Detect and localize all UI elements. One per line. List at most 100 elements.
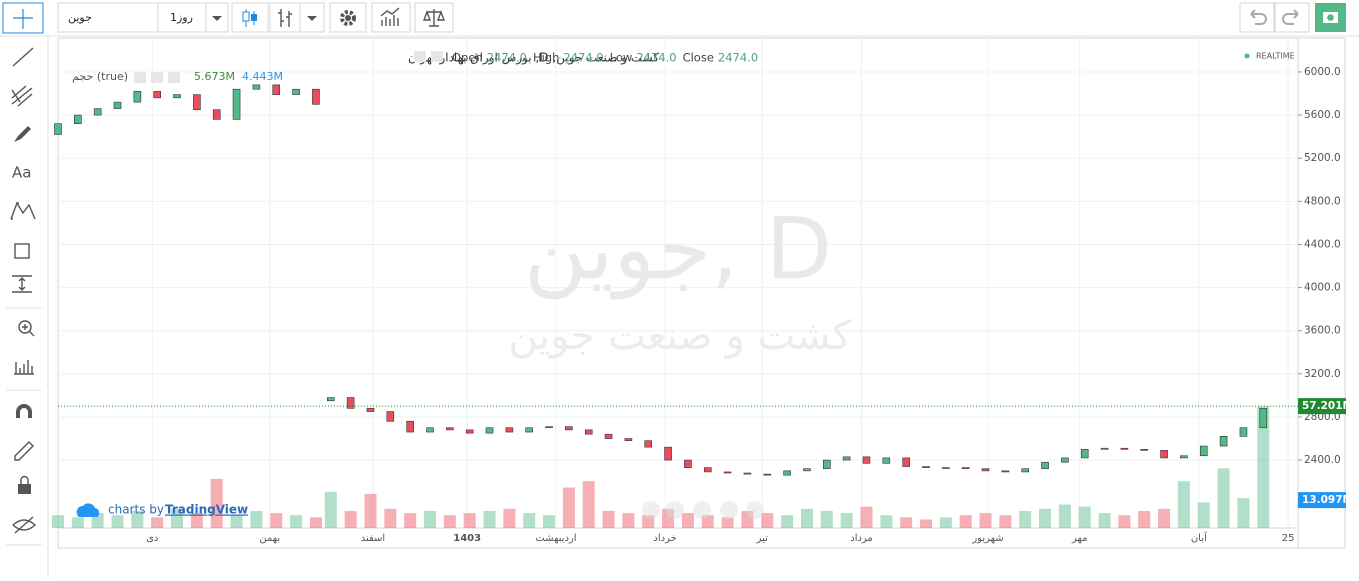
candle-body: [1041, 461, 1049, 470]
shape-tool[interactable]: [14, 243, 30, 259]
volume-bar: [463, 513, 476, 528]
bars-button[interactable]: [269, 2, 301, 33]
magnet-tool[interactable]: [16, 404, 32, 418]
axis-value-box: [1298, 492, 1346, 509]
candle-body: [505, 427, 514, 433]
volume-bar: [602, 510, 615, 528]
credit-prefix: charts by: [108, 503, 164, 517]
volume-bar: [860, 506, 873, 528]
redo-button[interactable]: [1274, 2, 1310, 33]
candle-body: [1080, 448, 1089, 459]
volume-bar: [1098, 513, 1111, 528]
reset[interactable]: [693, 501, 711, 519]
volume-bar: [270, 513, 283, 528]
ohlc-name: Close: [683, 51, 714, 65]
candle-body: [1199, 445, 1208, 457]
candle-body: [74, 114, 82, 125]
volume-bar: [1257, 406, 1270, 528]
volume-bar: [543, 515, 556, 528]
hide-tool[interactable]: [12, 516, 37, 534]
candle-body: [723, 471, 732, 474]
volume-bar: [424, 510, 436, 528]
volume-bar: [364, 493, 377, 528]
zoom-out[interactable]: [666, 501, 684, 519]
candle-body: [942, 467, 950, 469]
ohlc-name: Open: [452, 51, 483, 65]
volume-bar: [662, 508, 675, 528]
credit-brand[interactable]: TradingView: [165, 503, 248, 517]
candle-body: [326, 397, 335, 402]
volume-bar: [290, 515, 303, 528]
y-tick-label: 4000.0: [1304, 282, 1341, 294]
candle-body: [1061, 457, 1069, 463]
pattern-tool[interactable]: [10, 201, 36, 220]
volume-bar: [52, 515, 64, 528]
chart-title: کشت و صنعت جوین, D, بورس اوراق بهادار ته…: [408, 51, 659, 66]
candle-body: [1120, 447, 1129, 450]
candle-body: [1001, 470, 1010, 473]
navigation-buttons: [642, 501, 764, 519]
y-tick-label: 5200.0: [1304, 152, 1341, 164]
fib-tool[interactable]: [11, 85, 33, 107]
volume-bar: [1138, 510, 1151, 528]
stay-drawing-tool[interactable]: [14, 441, 34, 461]
candle-body: [684, 459, 692, 468]
candle-body: [1140, 448, 1149, 451]
volume-bar: [309, 517, 322, 528]
measure-tool[interactable]: [12, 275, 32, 293]
candle-body: [1100, 447, 1109, 450]
volume-bar: [404, 513, 417, 528]
volume-bar: [324, 491, 337, 528]
x-tick-label: 25: [1282, 533, 1295, 544]
scroll-left[interactable]: [642, 501, 660, 519]
candle-body: [842, 456, 851, 461]
volume-bar: [761, 513, 774, 528]
volume-bar: [151, 517, 164, 528]
volume-ma-legend-value: 4.443M: [242, 70, 283, 83]
candle-body: [133, 91, 142, 103]
trend-line-tool[interactable]: [12, 47, 34, 67]
ruler-tool[interactable]: [14, 360, 34, 375]
zoom-in[interactable]: [720, 501, 738, 519]
volume-bar: [1058, 504, 1071, 528]
symbol-input[interactable]: [57, 2, 159, 33]
candle-body: [584, 429, 593, 435]
volume-bar: [190, 513, 203, 528]
volume-bar: [1217, 468, 1230, 528]
indicators-button[interactable]: [371, 2, 411, 33]
volume-bar: [1019, 510, 1032, 528]
brush-tool[interactable]: [14, 126, 31, 142]
volume-bar: [230, 515, 243, 528]
volume-bar: [781, 515, 794, 528]
volume-bar: [1197, 502, 1210, 528]
candle-body: [153, 91, 161, 99]
lock-tool[interactable]: [18, 484, 31, 494]
volume-bar: [959, 515, 972, 528]
candle-body: [232, 88, 241, 120]
candle-body: [822, 459, 831, 470]
volume-bar: [999, 515, 1012, 528]
candle-body: [882, 457, 891, 464]
candle-body: [485, 427, 494, 434]
candle-body: [624, 438, 633, 441]
volume-bar: [71, 517, 84, 528]
candle-body: [803, 468, 811, 472]
undo-button[interactable]: [1239, 2, 1275, 33]
y-tick-label: 3200.0: [1304, 368, 1341, 380]
x-tick-label: تیر: [756, 533, 769, 544]
volume-bar: [443, 515, 456, 528]
watermark-subtitle: کشت و صنعت جوین: [508, 313, 852, 359]
interval-button[interactable]: [157, 2, 207, 33]
candles-button[interactable]: [231, 2, 269, 33]
candle-body: [525, 427, 534, 433]
volume-bar: [642, 515, 655, 528]
zoom-tool[interactable]: [18, 320, 32, 334]
tradingview-logo: [76, 503, 100, 517]
volume-bar: [800, 508, 813, 528]
text-tool[interactable]: Aa: [12, 164, 31, 182]
candle-body: [783, 470, 791, 476]
volume-bar: [979, 513, 992, 528]
volume-bar: [210, 479, 223, 528]
scroll-right[interactable]: [746, 501, 764, 519]
